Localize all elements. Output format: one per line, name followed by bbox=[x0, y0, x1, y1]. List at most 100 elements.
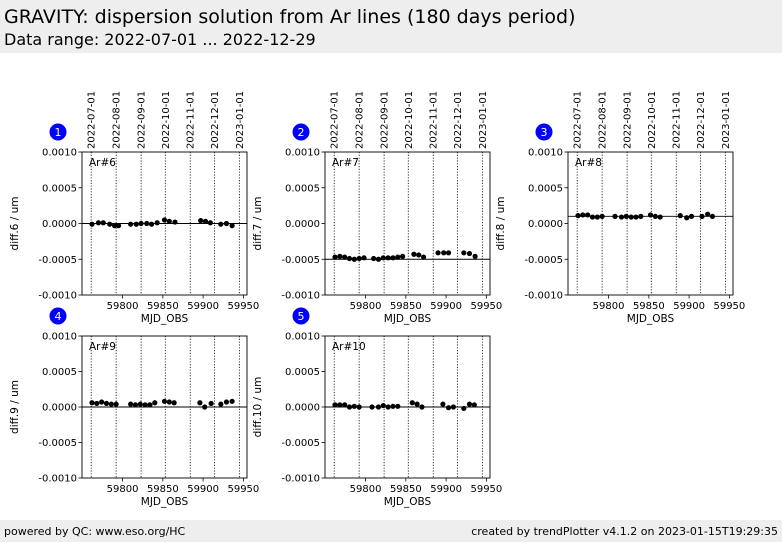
data-point bbox=[633, 214, 639, 220]
panel-badge-number: 5 bbox=[298, 310, 305, 323]
data-point bbox=[137, 401, 143, 407]
data-point bbox=[100, 220, 106, 226]
x-tick-label: 59900 bbox=[430, 301, 462, 312]
date-tick-label: 2022-09-01 bbox=[137, 91, 148, 149]
data-point bbox=[471, 402, 477, 408]
data-point bbox=[411, 251, 417, 257]
data-point bbox=[361, 255, 367, 261]
data-point bbox=[111, 223, 118, 229]
y-tick-label: -0.0005 bbox=[38, 438, 77, 449]
data-point bbox=[218, 401, 224, 407]
y-axis-label: diff.8 / um bbox=[495, 197, 507, 251]
y-tick-label: 0.0005 bbox=[285, 183, 320, 194]
date-tick-label: 2022-12-01 bbox=[453, 91, 464, 149]
data-point bbox=[351, 256, 357, 262]
date-tick-label: 2022-11-01 bbox=[186, 91, 197, 149]
series-label: Ar#8 bbox=[575, 157, 602, 169]
y-axis-label: diff.6 / um bbox=[9, 197, 21, 251]
y-tick-label: -0.0005 bbox=[281, 255, 320, 266]
charts-area: 2022-07-01 2022-08-01 2022-09-01 2022-10-01… bbox=[9, 91, 745, 508]
y-tick-label: -0.0005 bbox=[38, 255, 77, 266]
data-point bbox=[133, 221, 139, 227]
page-title: GRAVITY: dispersion solution from Ar lin… bbox=[4, 6, 576, 28]
x-tick-label: 59800 bbox=[107, 301, 139, 312]
data-point bbox=[390, 403, 396, 409]
x-tick-label: 59850 bbox=[147, 301, 179, 312]
series-label: Ar#10 bbox=[332, 341, 366, 353]
data-point bbox=[409, 400, 415, 406]
data-point bbox=[197, 400, 203, 406]
y-tick-label: -0.0005 bbox=[524, 255, 563, 266]
data-point bbox=[623, 213, 629, 219]
data-point bbox=[332, 254, 338, 260]
data-point bbox=[647, 212, 654, 218]
panel-badge bbox=[535, 123, 553, 141]
x-tick-label: 59950 bbox=[470, 484, 502, 495]
chart-panel-2: 2022-07-01 2022-08-01 2022-09-01 2022-10-01… bbox=[252, 91, 502, 325]
date-tick-label: 2022-08-01 bbox=[112, 91, 123, 149]
data-point bbox=[414, 401, 420, 407]
data-point bbox=[450, 404, 456, 410]
data-point bbox=[218, 221, 224, 227]
data-point bbox=[148, 221, 155, 227]
data-point bbox=[466, 401, 473, 407]
y-tick-label: 0.0010 bbox=[42, 148, 77, 159]
chart-panel-4: -0.0010 -0.0005 0.0000 0.0005 0.0010 59800 598… bbox=[9, 307, 259, 508]
x-axis-label: MJD_OBS bbox=[141, 313, 189, 325]
data-point bbox=[166, 399, 172, 405]
y-axis-label: diff.10 / um bbox=[252, 377, 264, 438]
data-point bbox=[128, 401, 134, 407]
data-point bbox=[380, 402, 386, 409]
data-point bbox=[461, 250, 467, 256]
data-point bbox=[142, 402, 148, 408]
x-tick-label: 59900 bbox=[187, 301, 219, 312]
header: GRAVITY: dispersion solution from Ar lin… bbox=[0, 0, 782, 53]
x-tick-label: 59950 bbox=[227, 484, 259, 495]
data-point bbox=[445, 250, 452, 256]
date-tick-label: 2022-12-01 bbox=[210, 91, 221, 149]
chart-panel-1: 2022-07-01 2022-08-01 2022-09-01 2022-10-01… bbox=[9, 91, 259, 325]
y-tick-label: 0.0000 bbox=[42, 219, 77, 230]
data-point bbox=[441, 250, 447, 256]
data-point bbox=[375, 404, 382, 410]
date-tick-label: 2022-11-01 bbox=[429, 91, 440, 149]
data-point bbox=[709, 213, 716, 219]
y-tick-label: -0.0010 bbox=[38, 291, 77, 302]
data-point bbox=[113, 401, 119, 407]
data-point bbox=[342, 402, 348, 408]
data-point bbox=[599, 213, 605, 219]
data-point bbox=[223, 399, 230, 405]
panel-badge bbox=[292, 307, 310, 325]
data-point bbox=[375, 256, 382, 262]
data-point bbox=[208, 400, 214, 407]
date-tick-label: 2022-12-01 bbox=[696, 91, 707, 149]
data-point bbox=[161, 217, 168, 223]
date-tick-label: 2023-01-01 bbox=[478, 91, 489, 149]
x-tick-label: 59900 bbox=[430, 484, 462, 495]
data-point bbox=[138, 220, 144, 227]
data-point bbox=[152, 400, 158, 406]
x-axis-label: MJD_OBS bbox=[384, 496, 432, 508]
data-point bbox=[369, 404, 375, 410]
y-tick-label: -0.0010 bbox=[281, 291, 320, 302]
data-point bbox=[107, 221, 113, 227]
data-point bbox=[385, 404, 391, 410]
x-tick-label: 59850 bbox=[147, 484, 179, 495]
data-point bbox=[472, 253, 478, 259]
footer-created-by: created by trendPlotter v4.1.2 on 2023-0… bbox=[471, 525, 778, 538]
data-point bbox=[699, 213, 705, 219]
y-tick-label: -0.0010 bbox=[524, 291, 563, 302]
panel-badge-number: 2 bbox=[298, 126, 305, 139]
footer-powered-by: powered by QC: www.eso.org/HC bbox=[4, 525, 186, 538]
page-subtitle: Data range: 2022-07-01 ... 2022-12-29 bbox=[4, 30, 316, 49]
date-tick-label: 2022-07-01 bbox=[87, 91, 98, 149]
data-point bbox=[202, 404, 208, 410]
data-point bbox=[198, 218, 204, 224]
data-point bbox=[346, 255, 353, 262]
x-tick-label: 59800 bbox=[350, 301, 382, 312]
x-tick-label: 59950 bbox=[470, 301, 502, 312]
data-point bbox=[684, 215, 690, 221]
y-tick-label: 0.0000 bbox=[285, 219, 320, 230]
data-point bbox=[128, 221, 134, 227]
chart-panel-5: -0.0010 -0.0005 0.0000 0.0005 0.0010 59800 598… bbox=[252, 307, 502, 508]
